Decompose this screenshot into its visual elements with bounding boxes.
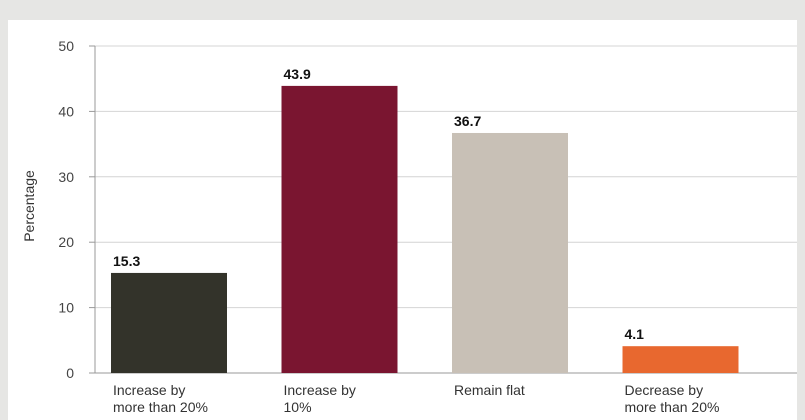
bar <box>281 85 398 374</box>
x-tick-label: Increase by <box>284 382 356 398</box>
y-tick-label: 10 <box>58 300 74 316</box>
data-label: 36.7 <box>454 113 481 129</box>
y-tick-label: 40 <box>58 103 74 119</box>
x-tick-label: Decrease by <box>625 382 704 398</box>
data-label: 4.1 <box>625 326 645 342</box>
bar <box>622 346 739 373</box>
x-tick-label: Increase by <box>113 382 185 398</box>
y-axis-label: Percentage <box>21 170 37 242</box>
bar <box>111 272 227 373</box>
data-label: 43.9 <box>284 66 311 82</box>
x-tick-label: more than 20% <box>625 399 720 415</box>
bar <box>452 132 568 373</box>
x-tick-label: more than 20% <box>113 399 208 415</box>
y-tick-label: 50 <box>58 38 74 54</box>
y-tick-label: 20 <box>58 234 74 250</box>
x-tick-label: Remain flat <box>454 382 525 398</box>
data-label: 15.3 <box>113 253 140 269</box>
y-tick-label: 30 <box>58 169 74 185</box>
x-tick-label: 10% <box>284 399 312 415</box>
y-tick-label: 0 <box>66 365 74 381</box>
